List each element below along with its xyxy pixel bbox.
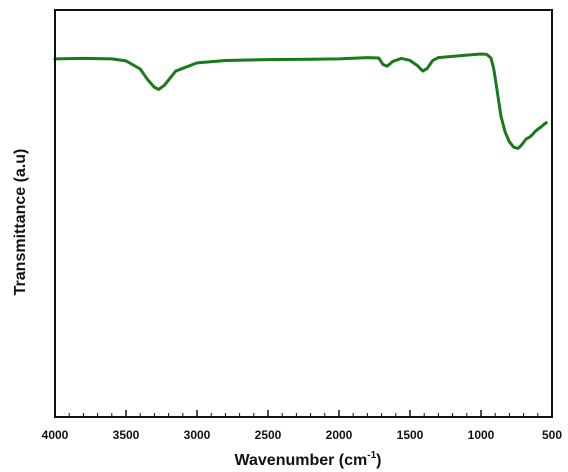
plot-background bbox=[55, 10, 552, 417]
y-axis-title: Transmittance (a.u) bbox=[12, 149, 29, 296]
x-tick-label: 2000 bbox=[326, 428, 353, 442]
x-tick-label: 1000 bbox=[468, 428, 495, 442]
plot-frame bbox=[54, 9, 553, 418]
x-axis-title-superscript: -1 bbox=[367, 450, 376, 461]
x-axis-title-main: Wavenumber (cm bbox=[234, 452, 367, 469]
x-axis-title: Wavenumber (cm-1) bbox=[234, 450, 381, 469]
x-axis-title-suffix: ) bbox=[376, 452, 381, 469]
series-group bbox=[53, 52, 548, 150]
x-tick-label: 2500 bbox=[255, 428, 282, 442]
x-tick-label: 3000 bbox=[184, 428, 211, 442]
x-tick-label: 3500 bbox=[113, 428, 140, 442]
x-tick-label: 500 bbox=[542, 428, 562, 442]
x-tick-group: 4000 3500 3000 2500 2000 1500 1000 500 bbox=[42, 410, 562, 442]
series-line-0 bbox=[53, 52, 548, 150]
x-tick-label: 4000 bbox=[42, 428, 69, 442]
x-tick-label: 1500 bbox=[397, 428, 424, 442]
